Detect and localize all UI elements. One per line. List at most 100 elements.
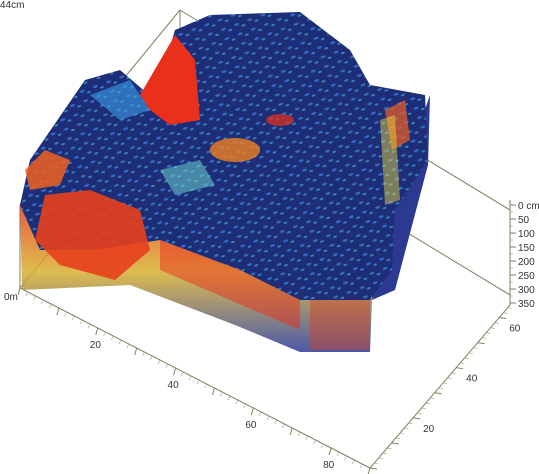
x-tick-mark	[95, 327, 99, 336]
x-tick-mark	[142, 351, 145, 357]
x-tick-mark	[266, 415, 270, 421]
x-tick-mark	[188, 375, 192, 381]
depth-tick-label: 50	[518, 215, 530, 226]
y-tick-mark	[378, 457, 383, 460]
x-tick-mark	[359, 463, 363, 469]
x-tick-mark	[72, 315, 75, 321]
depth-tick-label: 200	[518, 257, 535, 268]
y-tick-mark	[404, 427, 409, 430]
x-tick-mark	[25, 291, 29, 297]
x-tick-mark	[103, 331, 106, 337]
depth-tick-label: 150	[518, 243, 535, 254]
y-tick-mark	[503, 312, 508, 314]
depth-tick-label: 0 cm	[518, 201, 539, 212]
y-tick-mark	[417, 412, 422, 415]
x-tick-mark	[274, 419, 277, 425]
depth-tick-label: 100	[518, 229, 535, 240]
y-tick-mark	[425, 402, 431, 405]
y-tick-mark	[430, 397, 435, 400]
x-tick-mark	[211, 387, 215, 396]
x-tick-mark	[250, 407, 254, 416]
x-tick-label: 40	[168, 380, 180, 391]
y-tick-mark	[451, 372, 456, 374]
y-tick-mark	[494, 322, 499, 324]
x-tick-mark	[33, 295, 36, 301]
depth-tick-label: 350	[518, 299, 535, 310]
y-tick-mark	[460, 362, 465, 364]
y-tick-mark	[413, 417, 421, 420]
x-tick-mark	[17, 287, 21, 296]
x-tick-mark	[87, 323, 91, 329]
x-tick-mark	[344, 455, 347, 461]
x-tick-mark	[313, 439, 316, 445]
x-tick-label: 60	[245, 420, 257, 431]
y-tick-mark	[382, 452, 387, 455]
x-tick-mark	[118, 339, 122, 345]
x-tick-mark	[111, 335, 114, 341]
y-tick-mark	[481, 337, 487, 339]
y-axis: 20 40 60	[369, 304, 521, 470]
x-tick-mark	[149, 355, 153, 361]
x-tick-mark	[126, 343, 130, 349]
y-tick-mark	[438, 387, 443, 390]
x-tick-mark	[321, 443, 324, 449]
depth-tick-label: 250	[518, 271, 535, 282]
y-tick-mark	[395, 437, 400, 440]
y-tick-mark	[490, 327, 495, 329]
x-tick-mark	[56, 307, 60, 316]
x-tick-mark	[289, 427, 293, 436]
y-tick-label: 60	[509, 324, 521, 335]
y-tick-mark	[387, 447, 392, 450]
y-tick-mark	[408, 422, 413, 425]
x-tick-mark	[352, 459, 355, 465]
y-tick-mark	[443, 382, 448, 385]
x-tick-mark	[181, 371, 184, 377]
terrain-surface	[20, 12, 430, 352]
x-tick-mark	[41, 299, 44, 305]
y-tick-mark	[434, 392, 442, 395]
x-tick-mark	[235, 399, 239, 405]
y-tick-mark	[391, 442, 399, 445]
x-tick-mark	[227, 395, 231, 401]
y-tick-mark	[456, 367, 464, 370]
x-tick-mark	[219, 391, 223, 397]
y-tick-mark	[469, 352, 474, 354]
corner-label: 44cm	[0, 0, 24, 11]
origin-label: 0m	[4, 292, 18, 303]
y-tick-mark	[374, 462, 379, 465]
y-tick-mark	[473, 347, 478, 349]
x-axis: 20 40 60 80	[17, 287, 371, 474]
x-tick-mark	[282, 423, 285, 429]
x-tick-mark	[64, 311, 67, 317]
y-tick-mark	[464, 357, 469, 359]
y-tick-mark	[400, 432, 405, 435]
y-tick-label: 20	[423, 424, 435, 435]
x-tick-mark	[196, 379, 200, 385]
depth-tick-label: 300	[518, 285, 535, 296]
y-tick-mark	[486, 332, 491, 334]
x-tick-mark	[204, 383, 207, 389]
x-tick-mark	[328, 447, 332, 456]
x-tick-mark	[134, 347, 138, 356]
x-tick-mark	[243, 403, 246, 409]
x-tick-mark	[157, 359, 161, 365]
x-tick-label: 80	[323, 460, 335, 471]
x-tick-label: 20	[90, 340, 102, 351]
x-tick-mark	[258, 411, 262, 417]
x-tick-mark	[305, 435, 309, 441]
x-tick-mark	[367, 467, 371, 474]
x-tick-mark	[297, 431, 301, 437]
x-tick-mark	[48, 303, 52, 309]
y-tick-mark	[477, 342, 485, 345]
y-tick-label: 40	[466, 374, 478, 385]
x-tick-mark	[79, 319, 83, 325]
x-tick-mark	[165, 363, 169, 369]
x-tick-mark	[173, 367, 177, 376]
y-tick-mark	[507, 307, 512, 309]
depth-axis: 0 cm 50 100 150 200 250 300 350	[509, 200, 539, 310]
y-tick-mark	[421, 407, 426, 410]
y-tick-mark	[447, 377, 452, 380]
x-tick-mark	[336, 451, 340, 457]
y-tick-mark	[369, 467, 378, 470]
